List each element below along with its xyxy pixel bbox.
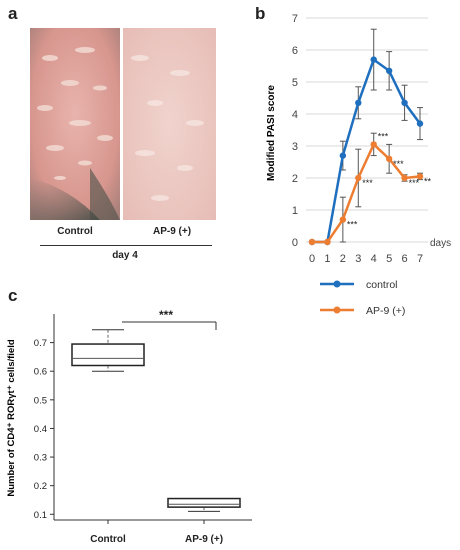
b-significance-mark: *** xyxy=(409,178,420,188)
b-legend-marker xyxy=(333,306,341,314)
b-significance-mark: *** xyxy=(362,178,373,188)
b-legend-label: AP-9 (+) xyxy=(366,305,405,317)
panel-letter-c: c xyxy=(8,286,18,305)
b-y-tick-label: 5 xyxy=(292,77,298,89)
b-x-tick-label: 5 xyxy=(386,253,392,265)
b-data-point xyxy=(355,99,362,107)
b-data-point xyxy=(401,174,408,182)
panel-letter-a: a xyxy=(8,4,18,23)
b-significance-mark: *** xyxy=(378,131,389,141)
b-x-tick-label: 4 xyxy=(371,253,377,265)
c-y-tick-label: 0.6 xyxy=(34,367,47,378)
day-rule xyxy=(40,245,212,246)
b-data-point xyxy=(385,155,393,162)
b-x-tick-label: 7 xyxy=(417,253,423,265)
c-box xyxy=(71,343,145,367)
b-data-point xyxy=(416,120,424,127)
b-y-axis-label: Modified PASI score xyxy=(266,85,277,181)
b-significance-mark: *** xyxy=(347,220,358,230)
b-series-1: *************** ** xyxy=(308,131,432,246)
b-data-point xyxy=(355,174,362,182)
b-y-tick-label: 6 xyxy=(292,45,298,57)
b-data-point xyxy=(308,238,316,246)
c-y-tick-label: 0.1 xyxy=(34,510,47,521)
photo-label-control: Control xyxy=(57,226,93,237)
c-y-tick-label: 0.3 xyxy=(34,453,47,464)
c-y-tick-label: 0.4 xyxy=(34,424,47,435)
b-data-point xyxy=(339,152,347,159)
c-box xyxy=(167,497,241,508)
b-y-tick-label: 7 xyxy=(292,13,298,25)
b-legend-marker xyxy=(333,280,341,288)
c-y-tick-label: 0.5 xyxy=(34,395,47,406)
c-y-tick-label: 0.7 xyxy=(34,338,47,349)
b-data-point xyxy=(339,216,347,223)
b-series-0 xyxy=(308,28,424,246)
c-x-tick-label: Control xyxy=(90,534,126,545)
b-significance-mark: ** xyxy=(424,176,432,186)
b-data-point xyxy=(401,99,408,107)
b-x-tick-label: 0 xyxy=(309,253,315,265)
b-x-tick-label: 1 xyxy=(324,253,330,265)
b-legend-label: control xyxy=(366,279,398,291)
b-x-tick-label: 6 xyxy=(402,253,408,265)
b-data-point xyxy=(385,67,393,74)
c-x-tick-label: AP-9 (+) xyxy=(185,534,223,545)
skin-photo-control xyxy=(30,28,216,220)
b-series-line xyxy=(312,142,421,244)
b-y-tick-label: 0 xyxy=(292,237,298,249)
cd4-box-plot: Number of CD4⁺ RORγt⁺ cells/field 0.1 0.2… xyxy=(6,308,252,545)
day-caption: day 4 xyxy=(112,250,138,261)
b-x-tick-label: 3 xyxy=(355,253,361,265)
b-y-tick-label: 3 xyxy=(292,141,298,153)
b-data-point xyxy=(370,141,377,148)
photo-label-ap9: AP-9 (+) xyxy=(152,226,192,237)
c-y-tick-label: 0.2 xyxy=(34,481,47,492)
b-series-line xyxy=(312,57,422,244)
panel-letter-b: b xyxy=(255,4,266,23)
b-x-tick-label: 2 xyxy=(340,253,346,265)
c-significance-mark: *** xyxy=(159,308,173,322)
b-x-axis-label: days xyxy=(430,238,451,249)
b-y-tick-label: 4 xyxy=(292,109,298,121)
b-y-tick-label: 1 xyxy=(292,205,298,217)
c-y-axis-label: Number of CD4⁺ RORγt⁺ cells/field xyxy=(6,339,17,497)
b-y-tick-label: 2 xyxy=(292,173,298,185)
b-data-point xyxy=(416,173,424,180)
b-significance-mark: *** xyxy=(393,159,404,169)
b-data-point xyxy=(324,238,331,246)
b-data-point xyxy=(370,56,377,63)
